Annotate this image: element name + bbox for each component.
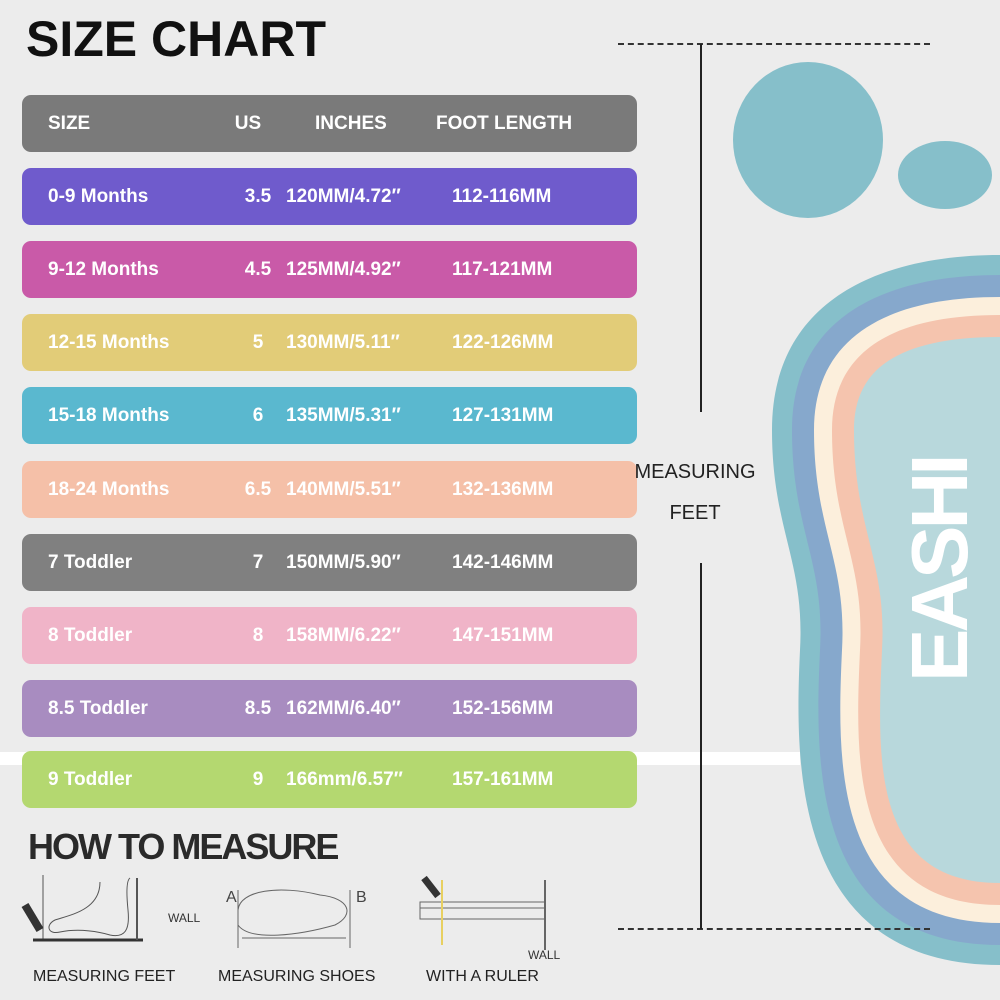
foot-length-cell: 147-151MM xyxy=(452,624,554,646)
foot-length-cell: 132-136MM xyxy=(452,478,554,500)
inches-cell: 158MM/6.22″ xyxy=(286,624,401,646)
foot-length-cell: 112-116MM xyxy=(452,185,552,207)
size-cell: 9-12 Months xyxy=(48,258,159,280)
size-row: 8 Toddler 8 158MM/6.22″ 147-151MM xyxy=(22,607,637,664)
inches-cell: 140MM/5.51″ xyxy=(286,478,401,500)
foot-length-cell: 117-121MM xyxy=(452,258,553,280)
size-cell: 15-18 Months xyxy=(48,404,170,426)
size-row: 0-9 Months 3.5 120MM/4.72″ 112-116MM xyxy=(22,168,637,225)
header-inches: INCHES xyxy=(315,112,387,134)
size-row: 9 Toddler 9 166mm/6.57″ 157-161MM xyxy=(22,751,637,808)
caption-measuring-shoes: MEASURING SHOES xyxy=(218,968,376,985)
foot-layer xyxy=(854,337,1000,883)
top-dashed-line xyxy=(618,43,930,45)
size-cell: 8 Toddler xyxy=(48,624,133,646)
size-row: 15-18 Months 6 135MM/5.31″ 127-131MM xyxy=(22,387,637,444)
big-toe xyxy=(733,62,883,218)
us-cell: 5 xyxy=(252,331,264,353)
us-cell: 8 xyxy=(252,624,264,646)
caption-measuring-feet: MEASURING FEET xyxy=(33,968,176,985)
label-a: A xyxy=(226,889,237,906)
us-cell: 7 xyxy=(252,551,264,573)
wall-label-1: WALL xyxy=(168,911,201,925)
size-row: 7 Toddler 7 150MM/5.90″ 142-146MM xyxy=(22,534,637,591)
us-cell: 6.5 xyxy=(244,478,272,500)
size-row: 8.5 Toddler 8.5 162MM/6.40″ 152-156MM xyxy=(22,680,637,737)
bottom-dashed-line xyxy=(618,928,930,930)
foot-length-cell: 157-161MM xyxy=(452,768,554,790)
size-cell: 18-24 Months xyxy=(48,478,170,500)
page-title: SIZE CHART xyxy=(26,11,326,67)
header-size: SIZE xyxy=(48,112,91,134)
inches-cell: 120MM/4.72″ xyxy=(286,185,401,207)
measuring-feet-icon xyxy=(21,875,143,942)
foot-length-cell: 122-126MM xyxy=(452,331,554,353)
measure-line-bottom xyxy=(700,563,702,929)
header-foot-length: FOOT LENGTH xyxy=(436,112,573,134)
size-cell: 8.5 Toddler xyxy=(48,697,148,719)
caption-with-a-ruler: WITH A RULER xyxy=(426,968,539,985)
header-us: US xyxy=(234,112,262,134)
wall-label-2: WALL xyxy=(528,948,561,962)
ruler-icon xyxy=(419,875,546,950)
measuring-label-line1: MEASURING xyxy=(634,461,756,483)
us-cell: 8.5 xyxy=(244,697,272,719)
foot-length-cell: 127-131MM xyxy=(452,404,554,426)
foot-length-cell: 142-146MM xyxy=(452,551,554,573)
inches-cell: 162MM/6.40″ xyxy=(286,697,401,719)
size-cell: 0-9 Months xyxy=(48,185,149,207)
size-row: 18-24 Months 6.5 140MM/5.51″ 132-136MM xyxy=(22,461,637,518)
measure-line-top xyxy=(700,44,702,412)
inches-cell: 150MM/5.90″ xyxy=(286,551,401,573)
us-cell: 3.5 xyxy=(244,185,272,207)
measuring-feet-label: MEASURING FEET xyxy=(620,452,770,534)
us-cell: 4.5 xyxy=(244,258,272,280)
size-row: 12-15 Months 5 130MM/5.11″ 122-126MM xyxy=(22,314,637,371)
label-b: B xyxy=(356,889,367,906)
inches-cell: 166mm/6.57″ xyxy=(286,768,403,790)
table-header: SIZE US INCHES FOOT LENGTH xyxy=(22,95,637,152)
size-cell: 7 Toddler xyxy=(48,551,133,573)
inches-cell: 130MM/5.11″ xyxy=(286,331,400,353)
foot-length-cell: 152-156MM xyxy=(452,697,554,719)
brand-logo: EASHI xyxy=(895,457,984,683)
small-toe xyxy=(898,141,992,209)
size-cell: 12-15 Months xyxy=(48,331,170,353)
measuring-shoes-icon: A B xyxy=(226,889,367,948)
us-cell: 9 xyxy=(252,768,264,790)
size-row: 9-12 Months 4.5 125MM/4.92″ 117-121MM xyxy=(22,241,637,298)
how-to-measure-title: HOW TO MEASURE xyxy=(28,826,339,867)
size-cell: 9 Toddler xyxy=(48,768,133,790)
measure-diagrams: A B xyxy=(21,875,546,950)
inches-cell: 135MM/5.31″ xyxy=(286,404,401,426)
inches-cell: 125MM/4.92″ xyxy=(286,258,401,280)
us-cell: 6 xyxy=(252,404,264,426)
measuring-label-line2: FEET xyxy=(669,502,721,524)
